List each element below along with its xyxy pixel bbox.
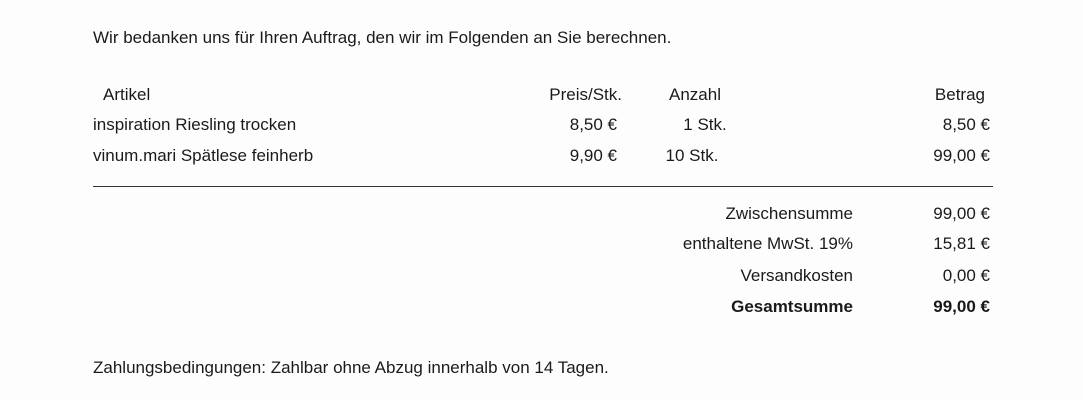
row-article: inspiration Riesling trocken — [93, 115, 297, 134]
row-quantity: 1 Stk. — [683, 115, 727, 134]
vat-value: 15,81 € — [933, 234, 990, 253]
header-quantity: Anzahl — [669, 85, 721, 104]
header-article: Artikel — [103, 85, 151, 104]
row-quantity: 10 Stk. — [665, 146, 719, 165]
vat-label: enthaltene MwSt. 19% — [682, 234, 853, 253]
row-article: vinum.mari Spätlese feinherb — [93, 146, 314, 165]
total-value: 99,00 € — [933, 297, 990, 316]
subtotal-label: Zwischensumme — [725, 204, 853, 223]
row-price: 9,90 € — [569, 146, 617, 165]
header-amount: Betrag — [934, 85, 985, 104]
header-price: Preis/Stk. — [549, 85, 622, 104]
row-amount: 99,00 € — [933, 146, 990, 165]
payment-terms: Zahlungsbedingungen: Zahlbar ohne Abzug … — [93, 358, 609, 377]
subtotal-value: 99,00 € — [933, 204, 990, 223]
total-label: Gesamtsumme — [731, 297, 853, 316]
row-amount: 8,50 € — [942, 115, 990, 134]
divider — [93, 186, 993, 187]
shipping-label: Versandkosten — [740, 266, 853, 285]
row-price: 8,50 € — [569, 115, 617, 134]
intro-text: Wir bedanken uns für Ihren Auftrag, den … — [93, 28, 672, 47]
shipping-value: 0,00 € — [942, 266, 990, 285]
